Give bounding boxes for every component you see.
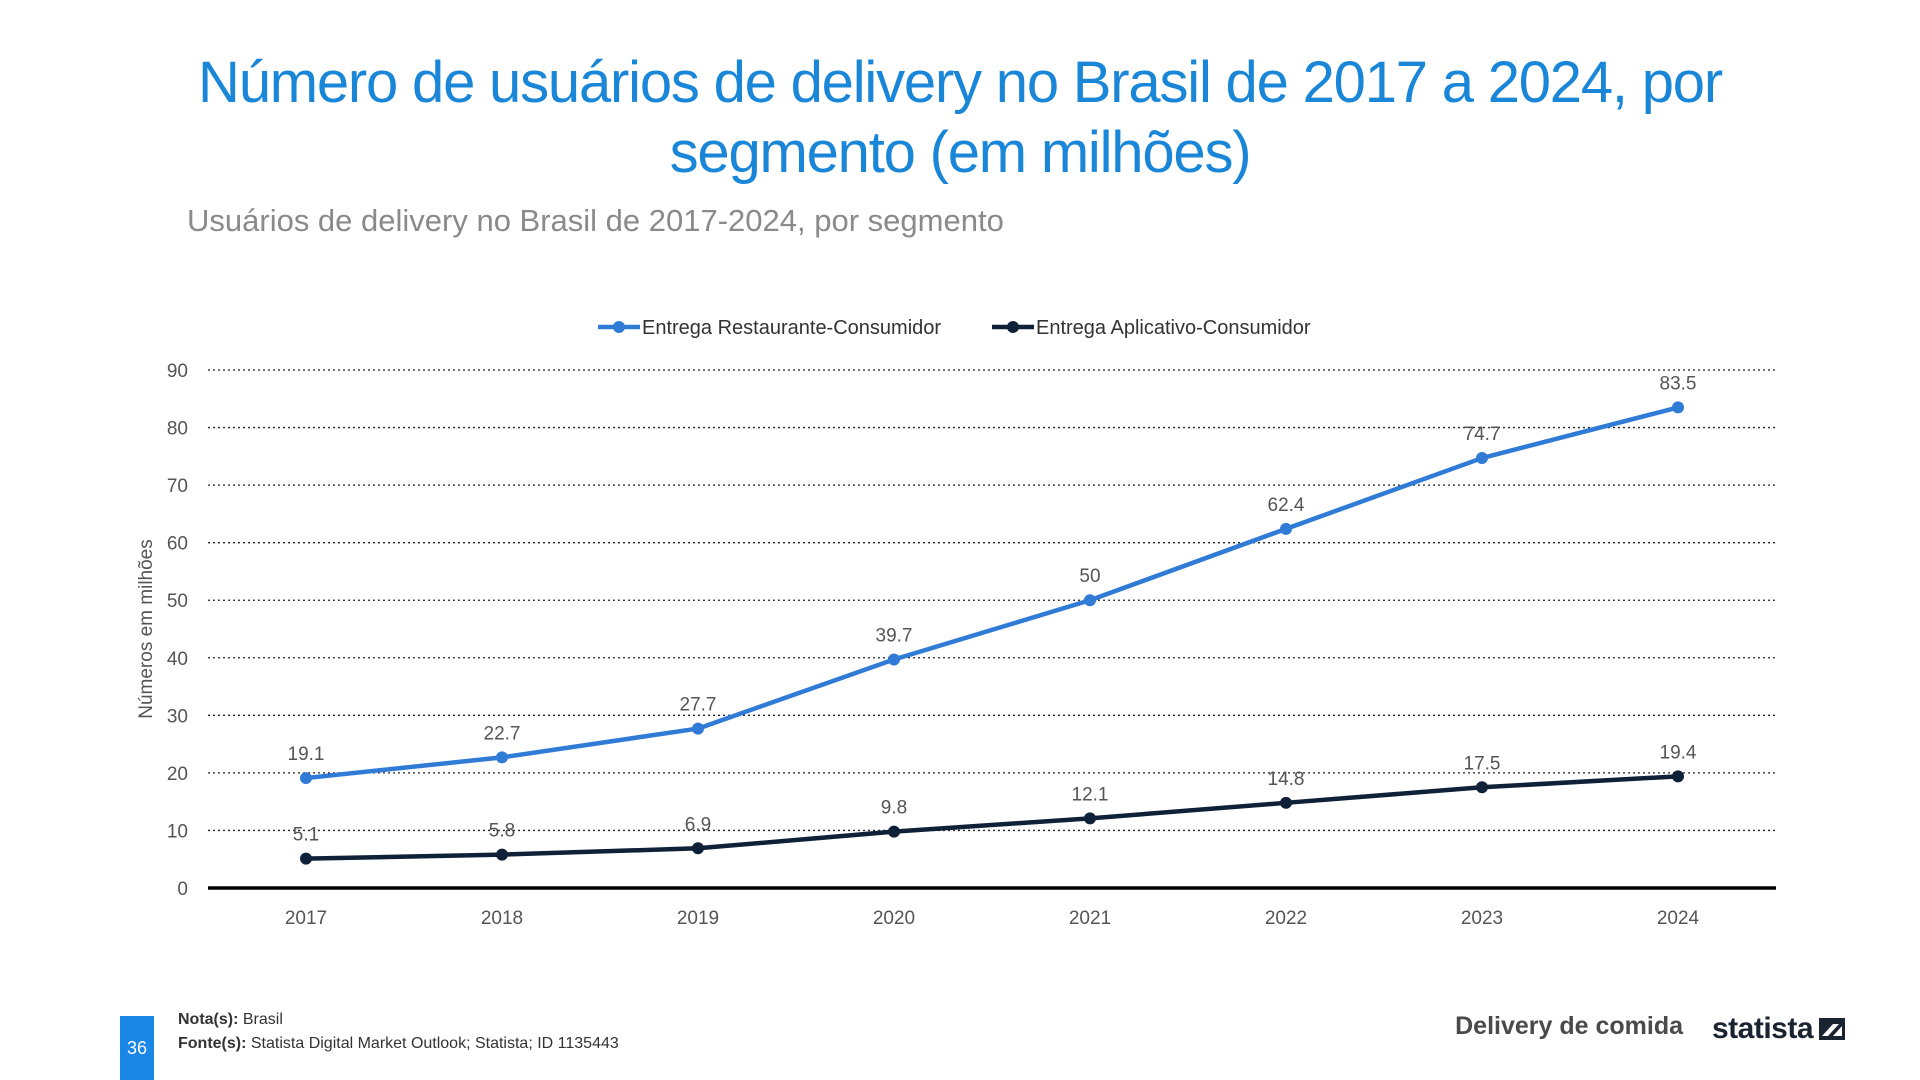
data-label: 27.7	[680, 695, 717, 716]
data-point	[1280, 522, 1292, 535]
data-label: 5.8	[489, 821, 515, 842]
page-number-badge: 36	[120, 1016, 154, 1080]
data-label: 39.7	[876, 626, 913, 647]
data-label: 50	[1079, 566, 1100, 587]
x-tick-label: 2018	[481, 908, 523, 929]
note-label: Nota(s):	[178, 1011, 239, 1028]
data-label: 6.9	[685, 814, 711, 835]
x-tick-label: 2023	[1461, 908, 1503, 929]
data-point	[1084, 812, 1096, 825]
chart-title: Número de usuários de delivery no Brasil…	[198, 50, 1723, 185]
y-tick-label: 80	[167, 419, 188, 440]
data-label: 12.1	[1072, 784, 1109, 805]
data-point	[1672, 770, 1684, 783]
y-tick-label: 10	[167, 821, 188, 842]
x-tick-label: 2020	[873, 908, 915, 929]
legend-swatch-marker	[613, 321, 625, 333]
data-point	[496, 848, 508, 861]
footer-topic: Delivery de comida	[1455, 1012, 1683, 1040]
source-line: Fonte(s): Statista Digital Market Outloo…	[178, 1032, 619, 1056]
x-tick-label: 2017	[285, 908, 327, 929]
source-label: Fonte(s):	[178, 1035, 247, 1052]
data-label: 14.8	[1268, 769, 1305, 790]
statista-logo: statista	[1712, 1012, 1846, 1046]
data-label: 22.7	[484, 723, 521, 744]
y-tick-label: 0	[177, 879, 188, 900]
chart-notes: Nota(s): Brasil Fonte(s): Statista Digit…	[178, 1008, 619, 1056]
note-text: Brasil	[238, 1011, 283, 1028]
x-tick-label: 2021	[1069, 908, 1111, 929]
y-tick-label: 60	[167, 534, 188, 555]
x-tick-label: 2022	[1265, 908, 1307, 929]
data-label: 62.4	[1268, 495, 1305, 516]
data-label: 17.5	[1464, 753, 1501, 774]
legend-swatch-marker	[1007, 321, 1019, 333]
data-point	[1084, 594, 1096, 607]
data-label: 74.7	[1464, 424, 1501, 445]
data-point	[888, 825, 900, 838]
data-point	[1476, 781, 1488, 794]
note-line: Nota(s): Brasil	[178, 1008, 619, 1032]
legend-label: Entrega Aplicativo-Consumidor	[1036, 317, 1311, 339]
line-chart: 0 10 20 30 40 50 60 70 80 90 2017 2018 2019 2020 2021 2…	[136, 317, 1776, 929]
data-point	[496, 751, 508, 764]
data-point	[1476, 452, 1488, 465]
data-label: 5.1	[293, 825, 319, 846]
legend-label: Entrega Restaurante-Consumidor	[642, 317, 941, 339]
y-tick-label: 90	[167, 361, 188, 382]
y-tick-label: 20	[167, 764, 188, 785]
brand-name: statista	[1712, 1012, 1814, 1045]
data-point	[692, 842, 704, 855]
data-point	[1672, 401, 1684, 414]
data-label: 19.4	[1660, 742, 1697, 763]
data-label: 83.5	[1660, 373, 1697, 394]
data-label: 9.8	[881, 798, 907, 819]
data-point	[300, 772, 312, 785]
y-tick-label: 40	[167, 649, 188, 670]
data-label: 19.1	[288, 744, 325, 765]
statista-mark-icon	[1819, 1018, 1846, 1040]
y-tick-label: 50	[167, 591, 188, 612]
x-tick-label: 2024	[1657, 908, 1700, 929]
source-text: Statista Digital Market Outlook; Statist…	[246, 1035, 619, 1052]
chart-subtitle: Usuários de delivery no Brasil de 2017-2…	[187, 203, 1004, 238]
data-point	[692, 722, 704, 735]
data-point	[300, 852, 312, 865]
y-tick-label: 30	[167, 706, 188, 727]
series-line	[303, 405, 1681, 781]
y-axis-title: Números em milhões	[136, 539, 157, 719]
data-point	[888, 653, 900, 666]
x-tick-label: 2019	[677, 908, 719, 929]
data-point	[1280, 796, 1292, 809]
y-tick-label: 70	[167, 476, 188, 497]
series-line	[303, 774, 1681, 861]
